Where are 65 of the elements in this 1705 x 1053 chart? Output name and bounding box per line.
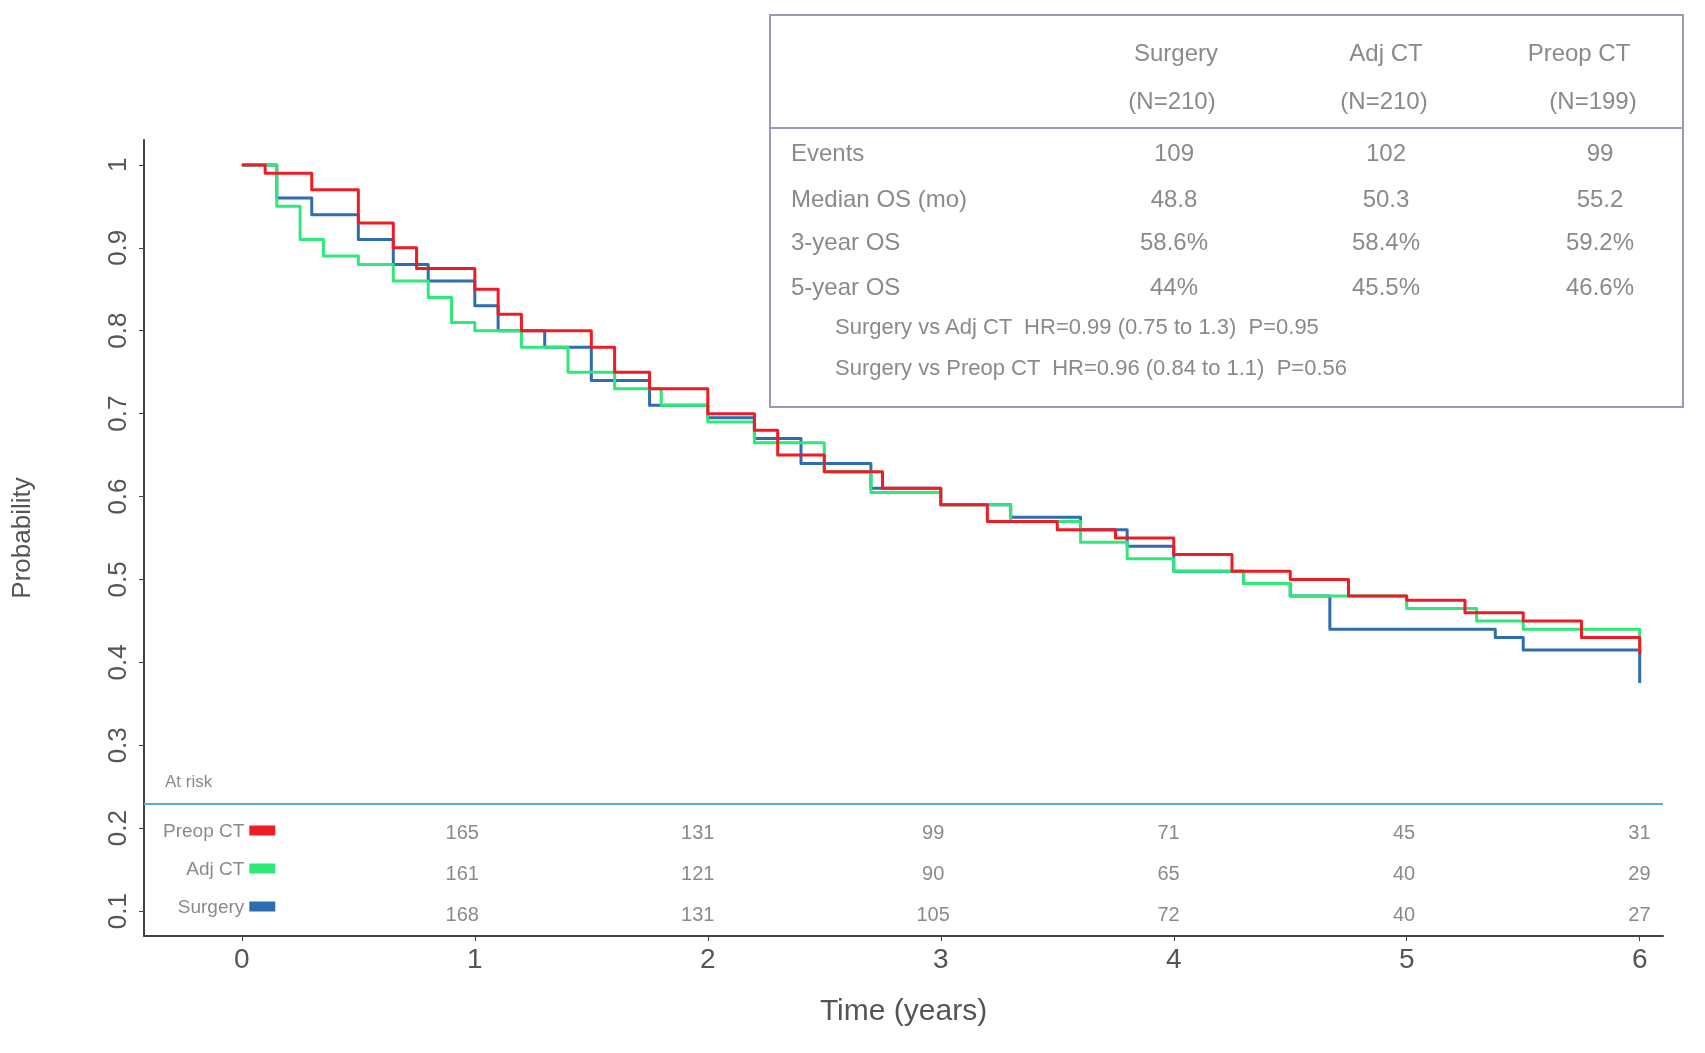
annotation: 46.6%: [1565, 272, 1635, 300]
x-tick-label: 3: [932, 942, 949, 974]
annotation: 90: [922, 862, 945, 884]
annotation: 27: [1628, 903, 1651, 925]
y-tick-label: 0.9: [102, 229, 132, 266]
y-tick-label: 0.5: [102, 561, 132, 598]
annotation: 102: [1365, 138, 1407, 166]
annotation: 58.6%: [1139, 227, 1209, 255]
annotation: 131: [681, 821, 715, 843]
text: (N=199): [1549, 86, 1637, 114]
y-axis-title: Probability: [6, 477, 36, 599]
annotation: 99: [1586, 138, 1614, 166]
annotation: 45: [1392, 821, 1416, 843]
text: Preop CT: [1527, 38, 1631, 66]
annotation: 105: [916, 903, 950, 925]
y-tick-label: 0.8: [102, 312, 132, 349]
annotation: 131: [681, 903, 715, 925]
y-tick-label: 0.1: [102, 893, 132, 930]
x-tick-label: 0: [234, 942, 250, 974]
x-tick-label: 2: [700, 942, 716, 974]
y-tick-label: 0.3: [102, 727, 132, 764]
annotation: At risk: [165, 771, 213, 791]
annotation: 161: [445, 862, 479, 884]
text: Surgery: [1133, 38, 1219, 66]
x-tick-label: 4: [1165, 942, 1182, 974]
y-tick-label: 0.2: [102, 810, 132, 847]
text: (N=210): [1128, 86, 1216, 114]
legend-label: Surgery: [177, 896, 245, 917]
annotation: Surgery vs Adj CT HR=0.99 (0.75 to 1.3) P=0.95: [835, 313, 1319, 339]
annotation: 40: [1392, 903, 1416, 925]
annotation: 72: [1157, 903, 1180, 925]
text: (N=210): [1340, 86, 1428, 114]
annotation: Median OS (mo): [791, 184, 968, 212]
legend-label: Preop CT: [162, 820, 245, 841]
annotation: 55.2: [1576, 184, 1624, 212]
text: Adj CT: [1349, 38, 1424, 66]
annotation: 44%: [1149, 272, 1199, 300]
annotation: 50.3: [1362, 184, 1410, 212]
legend-label: Adj CT: [186, 858, 245, 879]
x-axis-title: Time (years): [819, 992, 988, 1026]
x-tick-label: 6: [1631, 942, 1648, 974]
annotation: 71: [1157, 821, 1180, 843]
annotation: 5-year OS: [791, 272, 901, 300]
annotation: 99: [922, 821, 945, 843]
y-tick-label: 0.4: [102, 644, 132, 681]
annotation: 31: [1628, 821, 1651, 843]
annotation: 29: [1628, 862, 1651, 884]
x-tick-label: 5: [1398, 942, 1415, 974]
annotation: Surgery vs Preop CT HR=0.96 (0.84 to 1.1) P=0.56: [835, 354, 1347, 380]
y-tick-label: 0.6: [102, 478, 132, 515]
y-tick-label: 1: [102, 157, 132, 173]
annotation: 58.4%: [1351, 227, 1421, 255]
annotation: 65: [1157, 862, 1180, 884]
annotation: 165: [445, 821, 479, 843]
annotation: 168: [445, 903, 479, 925]
annotation: Events: [791, 138, 865, 166]
annotation: 3-year OS: [791, 227, 901, 255]
annotation: 109: [1153, 138, 1195, 166]
annotation: 48.8: [1150, 184, 1198, 212]
annotation: 59.2%: [1565, 227, 1635, 255]
x-tick-label: 1: [467, 942, 483, 974]
y-tick-label: 0.7: [102, 395, 132, 432]
annotation: 40: [1392, 862, 1416, 884]
annotation: 45.5%: [1351, 272, 1421, 300]
annotation: 121: [681, 862, 715, 884]
